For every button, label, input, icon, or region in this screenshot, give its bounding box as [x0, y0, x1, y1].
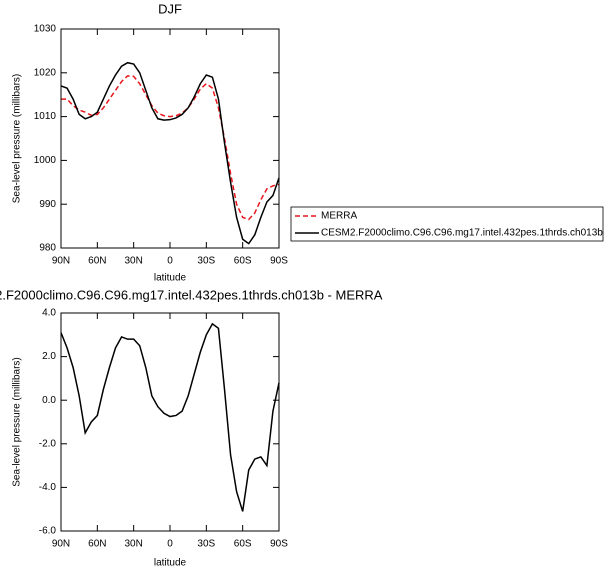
y-tick-label: 0.0 — [42, 395, 56, 406]
x-tick-label: 60S — [234, 256, 252, 267]
x-tick-label: 30N — [124, 539, 142, 550]
legend-box — [290, 206, 604, 242]
x-axis-label: latitude — [154, 273, 187, 284]
y-axis-label: Sea-level pressure (millibars) — [12, 357, 23, 486]
plot-frame — [60, 312, 280, 532]
x-tick-label: 90S — [270, 539, 288, 550]
y-tick-label: -4.0 — [39, 482, 57, 493]
y-tick-label: 980 — [39, 243, 56, 254]
y-tick-label: 1010 — [34, 111, 57, 122]
x-tick-label: 30N — [124, 256, 142, 267]
y-tick-label: 2.0 — [42, 351, 56, 362]
x-tick-label: 0 — [167, 539, 173, 550]
y-tick-label: 4.0 — [42, 308, 56, 319]
x-tick-label: 60S — [234, 539, 252, 550]
x-tick-label: 60N — [88, 256, 106, 267]
x-tick-label: 90S — [270, 256, 288, 267]
data-line — [60, 322, 280, 512]
data-line — [61, 75, 280, 221]
x-tick-label: 30S — [197, 539, 215, 550]
x-axis-label: latitude — [154, 558, 187, 569]
x-tick-label: 90N — [52, 256, 70, 267]
y-tick-label: -6.0 — [39, 526, 57, 537]
x-tick-label: 0 — [167, 256, 173, 267]
y-axis-label: Sea-level pressure (millibars) — [12, 74, 23, 203]
plot-frame — [60, 28, 280, 249]
y-tick-label: 990 — [39, 199, 56, 210]
legend-label: MERRA — [321, 211, 357, 222]
x-tick-label: 30S — [197, 256, 215, 267]
y-tick-label: 1020 — [34, 67, 57, 78]
x-tick-label: 60N — [88, 539, 106, 550]
chart-title: CESM2.F2000climo.C96.C96.mg17.intel.432p… — [0, 287, 383, 302]
y-tick-label: 1030 — [34, 24, 57, 35]
x-tick-label: 90N — [52, 539, 70, 550]
y-tick-label: 1000 — [34, 155, 57, 166]
legend-label: CESM2.F2000climo.C96.C96.mg17.intel.432p… — [321, 228, 603, 239]
data-line — [60, 61, 280, 245]
y-tick-label: -2.0 — [39, 438, 57, 449]
chart-title: DJF — [158, 1, 182, 16]
